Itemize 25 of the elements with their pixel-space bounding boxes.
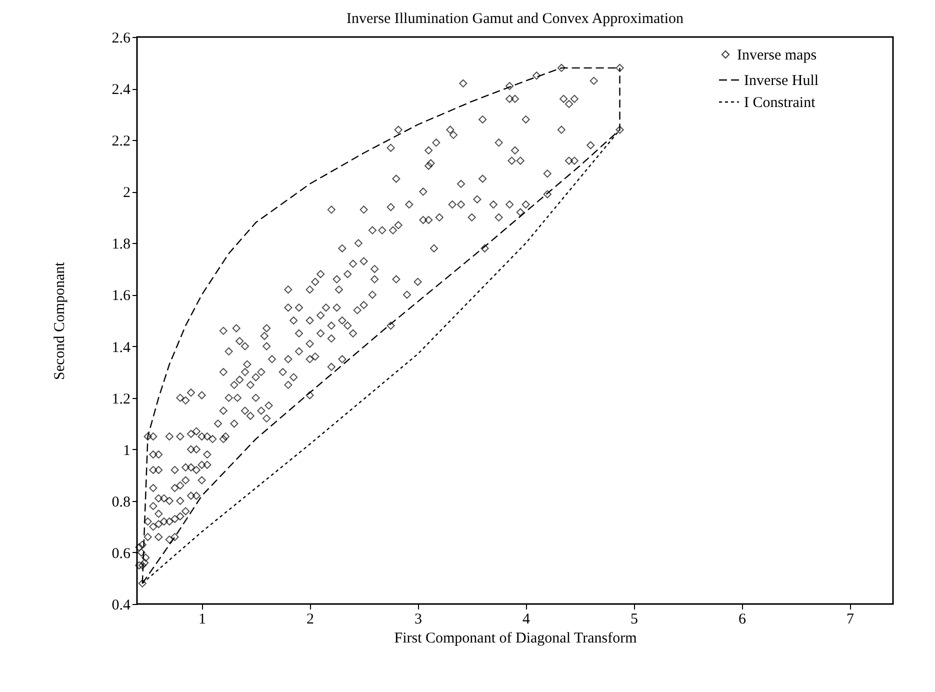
x-tick-label: 5 <box>630 612 638 628</box>
y-tick-label: 1.8 <box>112 236 130 253</box>
x-tick-label: 4 <box>522 612 531 628</box>
x-tick-label: 7 <box>846 612 855 628</box>
y-tick-label: 1.6 <box>112 288 131 304</box>
y-tick-label: 1.2 <box>112 391 130 408</box>
y-axis-title: Second Componant <box>52 261 68 380</box>
y-tick-label: 2 <box>123 185 130 202</box>
y-tick-label: 0.4 <box>112 598 131 614</box>
y-tick-label: 2.6 <box>112 30 131 46</box>
x-tick-label: 3 <box>414 612 422 628</box>
legend-label: Inverse maps <box>737 48 817 64</box>
x-axis-title: First Componant of Diagonal Transform <box>394 630 638 646</box>
y-tick-label: 0.8 <box>112 494 130 510</box>
x-tick-label: 1 <box>198 612 206 628</box>
legend-label: Inverse Hull <box>744 73 819 89</box>
chart-title: Inverse Illumination Gamut and Convex Approximation <box>346 11 684 27</box>
y-tick-label: 0.6 <box>112 546 131 562</box>
y-tick-label: 2.4 <box>112 82 131 98</box>
y-tick-label: 2.2 <box>112 134 130 150</box>
y-tick-label: 1.4 <box>112 340 131 356</box>
x-tick-label: 2 <box>306 612 314 628</box>
x-tick-label: 6 <box>738 612 747 628</box>
legend-label: I Constraint <box>744 95 816 111</box>
y-tick-label: 1 <box>123 442 130 459</box>
